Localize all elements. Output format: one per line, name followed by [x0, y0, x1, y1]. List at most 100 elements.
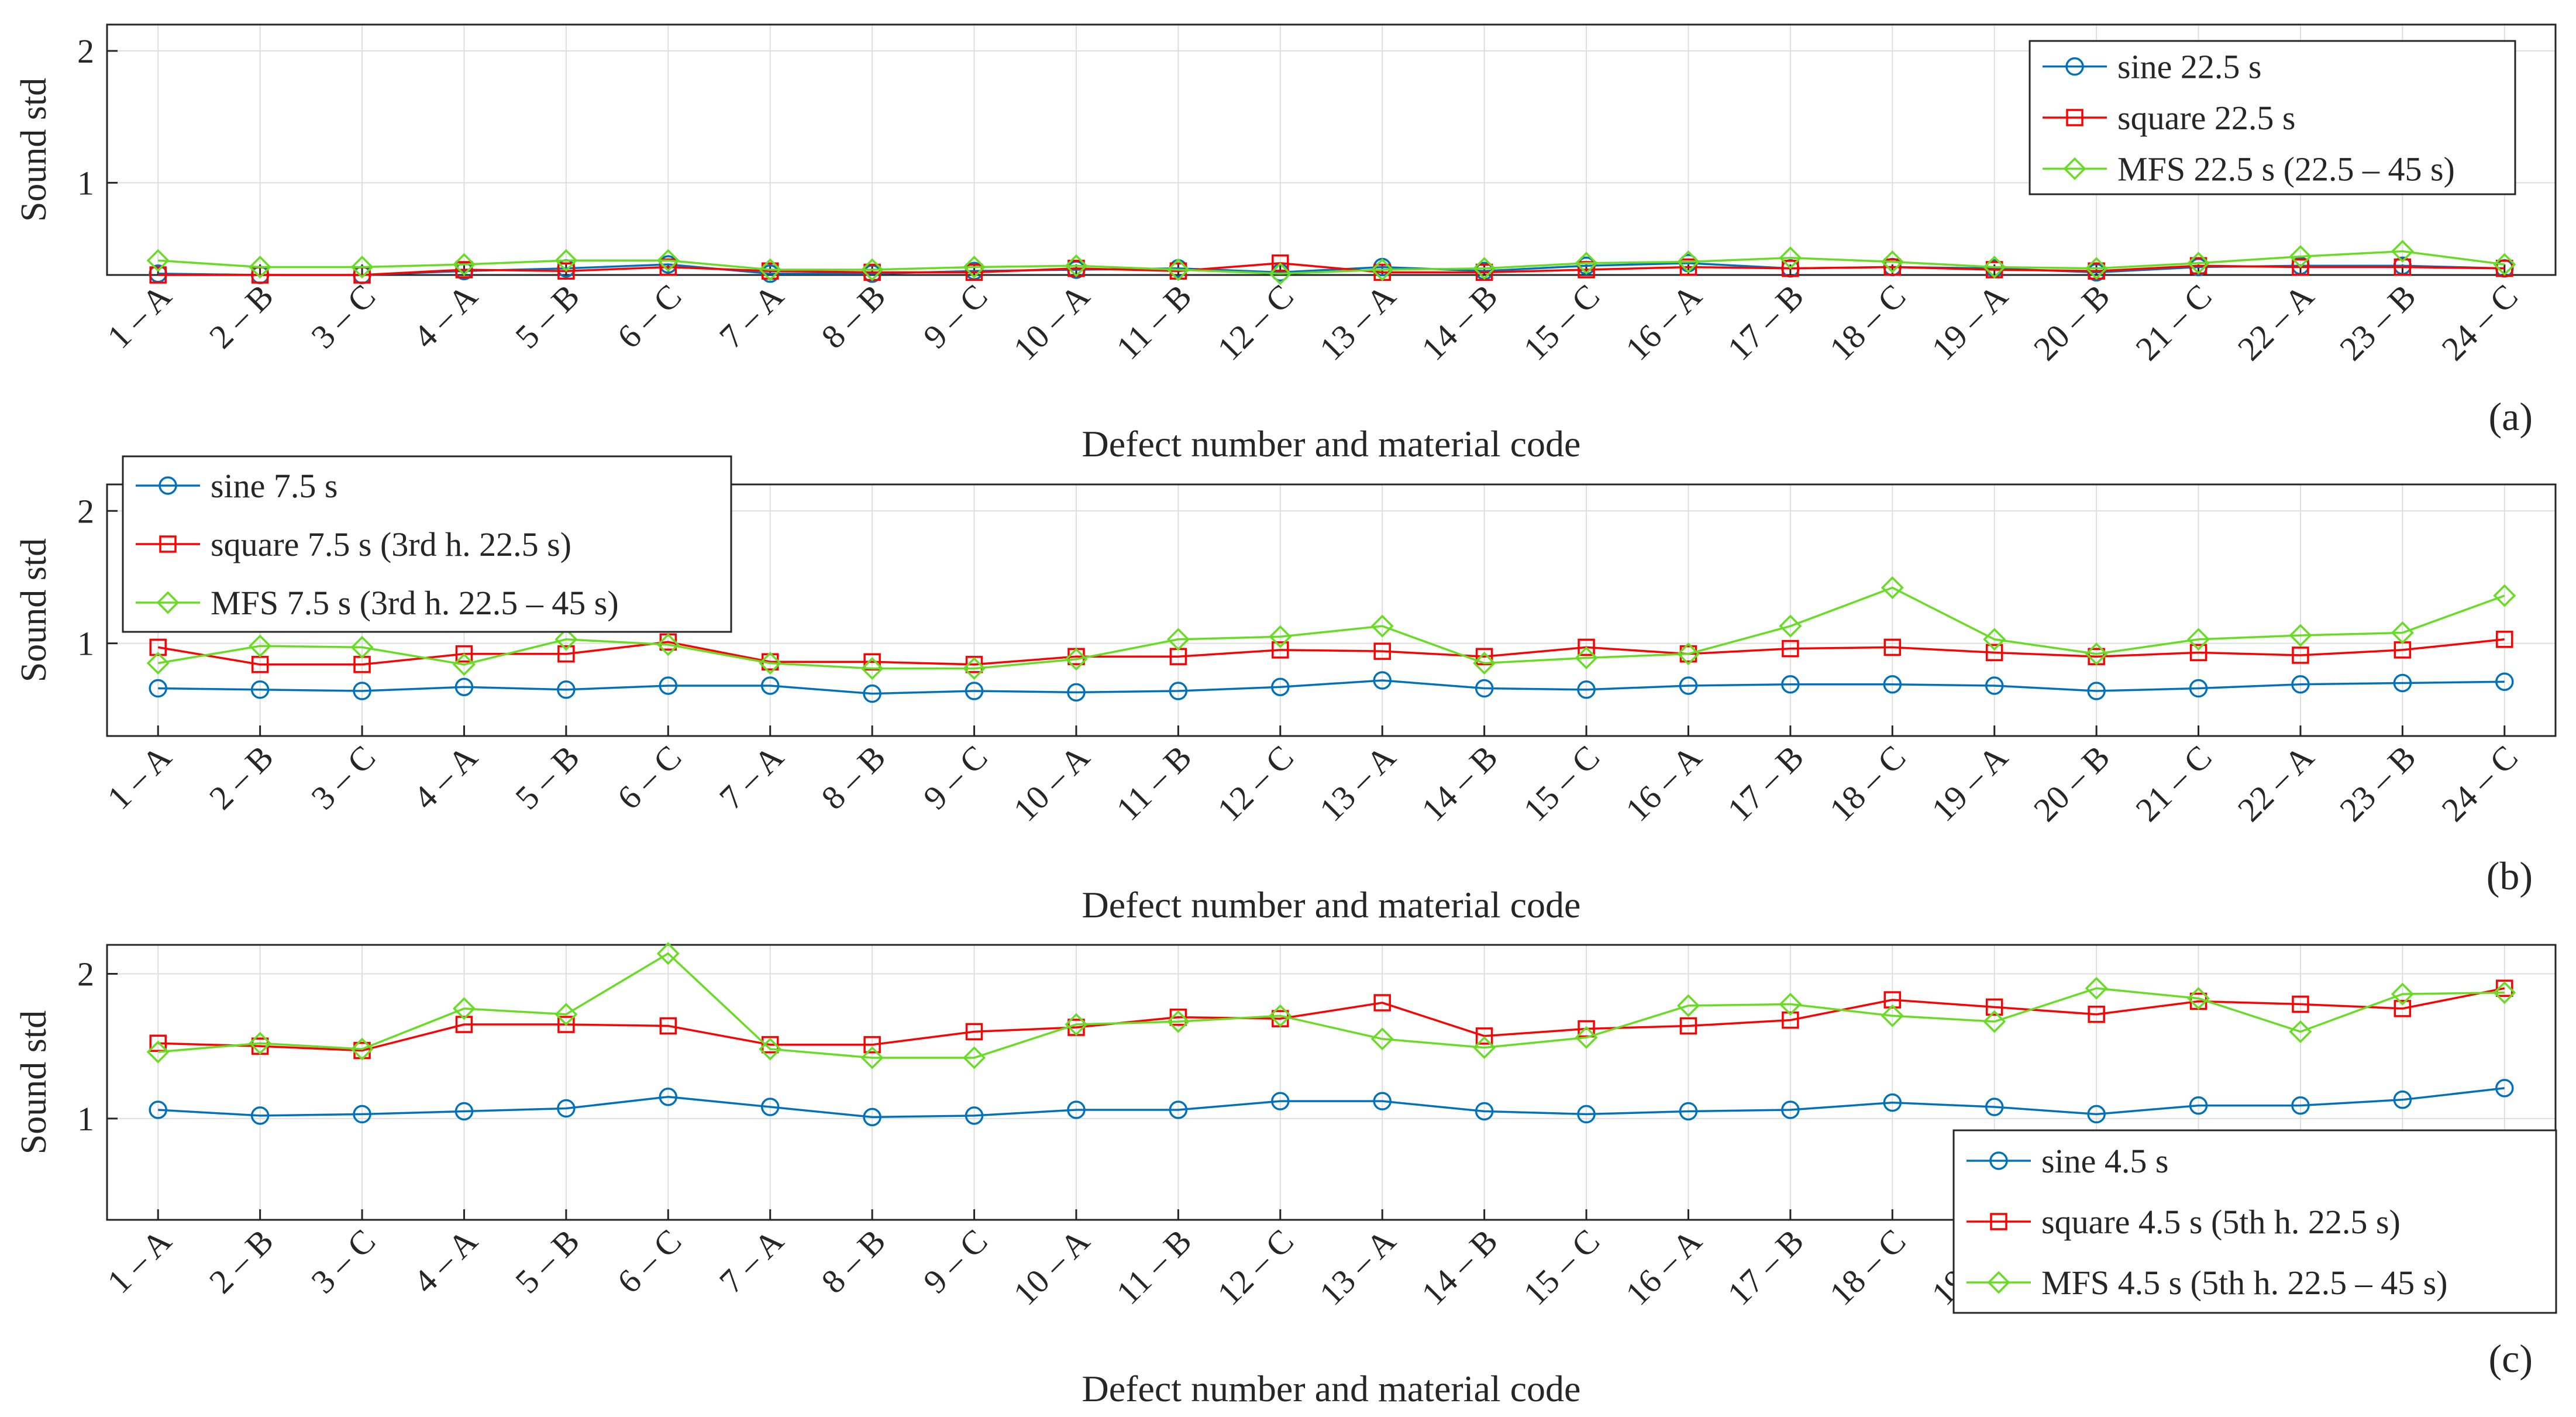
data-point: [1166, 1010, 1190, 1033]
data-point: [1067, 683, 1086, 702]
data-point: [965, 656, 983, 673]
data-point: [2189, 644, 2207, 662]
x-tick-label: 17 – B: [1720, 1222, 1811, 1312]
data-point: [1881, 576, 1904, 600]
x-tick-label: 1 – A: [100, 738, 179, 817]
data-point: [761, 1036, 779, 1054]
data-point: [2187, 628, 2210, 651]
data-point: [2496, 631, 2513, 648]
data-point: [1781, 675, 1800, 694]
x-tick-label: 7 – A: [712, 738, 791, 817]
data-point: [965, 1023, 983, 1041]
data-point: [659, 676, 678, 695]
x-tick-label: 10 – A: [1006, 738, 1097, 828]
data-point: [1271, 1092, 1290, 1110]
x-tick-label: 5 – B: [508, 1222, 587, 1301]
x-tick-label: 22 – A: [2230, 738, 2321, 828]
data-point: [1473, 1036, 1496, 1060]
legend-marker: [1987, 1271, 2010, 1294]
data-point: [1370, 258, 1394, 281]
x-tick-label: 11 – B: [1109, 1222, 1199, 1312]
data-point: [2394, 1000, 2412, 1017]
x-tick-label: 6 – C: [610, 1222, 689, 1301]
x-tick-label: 9 – C: [916, 277, 995, 356]
series-3: [146, 942, 2516, 1069]
data-point: [2495, 1079, 2514, 1098]
data-point: [2088, 1005, 2105, 1023]
series-line: [157, 586, 2505, 670]
data-point: [1065, 254, 1088, 277]
data-point: [454, 677, 474, 697]
data-point: [1983, 628, 2006, 651]
data-point: [1679, 1102, 1698, 1121]
panel-3: 1 2 1 – A 2 – B 3 – C 4 – A 5 – B 6 – C 7 – A 8 –…: [14, 942, 2557, 1409]
data-point: [963, 657, 986, 680]
data-point: [656, 942, 680, 965]
data-point: [1373, 642, 1391, 660]
data-point: [2292, 646, 2309, 664]
x-tick-label: 4 – A: [406, 1222, 485, 1301]
x-tick-label: 21 – C: [2128, 738, 2219, 828]
data-point: [2289, 624, 2312, 647]
data-point: [1272, 641, 1289, 659]
x-tick-label: 10 – A: [1006, 277, 1097, 367]
data-point: [1269, 262, 1292, 286]
data-point: [149, 1100, 167, 1119]
data-point: [860, 1046, 884, 1069]
x-tick-label: 20 – B: [2026, 277, 2117, 367]
data-point: [455, 261, 473, 278]
series-3: [146, 576, 2516, 680]
legend-marker: [159, 476, 177, 495]
data-point: [2085, 257, 2108, 280]
series-1: [149, 671, 2514, 703]
data-point: [1370, 614, 1394, 638]
data-point: [1169, 1100, 1188, 1119]
data-point: [1475, 263, 1493, 281]
data-point: [555, 249, 578, 272]
x-tick-label: 23 – B: [2332, 277, 2423, 367]
data-point: [1679, 676, 1698, 695]
series-line: [158, 987, 2505, 1052]
panel-label: (c): [2489, 1336, 2533, 1381]
legend-entry: MFS 7.5 s (3rd h. 22.5 – 45 s): [211, 584, 619, 622]
data-point: [1881, 1004, 1904, 1027]
data-point: [455, 1016, 473, 1033]
data-point: [1475, 1027, 1493, 1045]
data-point: [249, 634, 272, 658]
data-point: [2493, 981, 2516, 1005]
y-tick-label: 2: [77, 955, 94, 993]
legend-marker: [156, 591, 180, 614]
series-line: [158, 262, 2505, 276]
x-tick-label: 1 – A: [100, 1222, 179, 1301]
data-point: [149, 638, 167, 656]
data-point: [1679, 1017, 1697, 1035]
x-tick-label: 10 – A: [1006, 1222, 1097, 1312]
x-tick-label: 2 – B: [202, 738, 281, 817]
x-tick-label: 13 – A: [1312, 1222, 1403, 1312]
x-tick-label: 7 – A: [712, 277, 791, 356]
data-point: [2291, 675, 2310, 694]
axes-box: [106, 483, 2557, 737]
data-point: [353, 682, 371, 700]
data-point: [659, 1087, 678, 1106]
data-point: [555, 628, 578, 651]
data-point: [963, 1046, 986, 1069]
data-point: [1067, 1100, 1086, 1119]
x-tick-label: 18 – C: [1822, 738, 1913, 828]
x-tick-label: 3 – C: [304, 1222, 383, 1301]
data-point: [2391, 982, 2414, 1006]
data-point: [860, 258, 884, 281]
legend-entry: MFS 4.5 s (5th h. 22.5 – 45 s): [2041, 1264, 2447, 1302]
data-point: [1676, 642, 1700, 666]
data-point: [1676, 250, 1700, 273]
data-point: [557, 1016, 575, 1033]
legend: sine 4.5 s square 4.5 s (5th h. 22.5 s) MF…: [1952, 1129, 2557, 1314]
legend-box: [122, 455, 732, 633]
series-line: [157, 638, 2505, 666]
panel-1: 1 2 1 – A 2 – B 3 – C 4 – A 5 – B 6 – C 7 – A 8 –…: [14, 23, 2557, 465]
data-point: [1373, 671, 1392, 690]
data-point: [250, 1106, 270, 1125]
data-point: [2493, 584, 2516, 607]
data-point: [146, 1040, 170, 1064]
data-point: [2292, 995, 2309, 1013]
